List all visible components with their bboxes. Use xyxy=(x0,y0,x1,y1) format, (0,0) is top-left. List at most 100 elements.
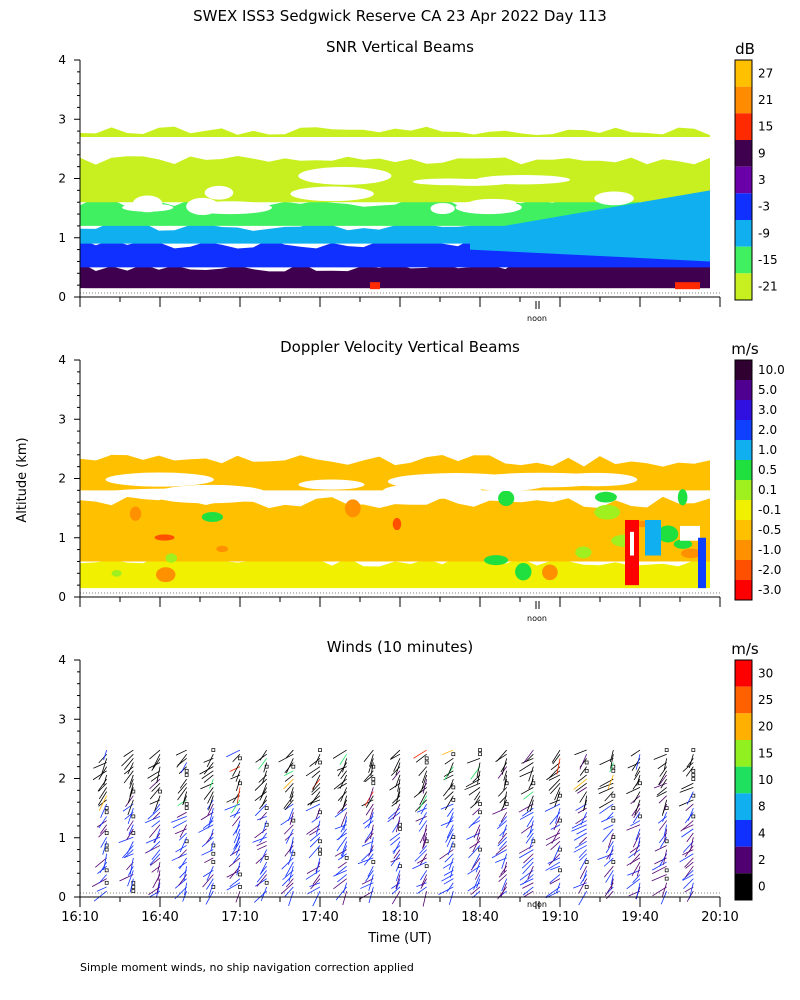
colorbar-swatch xyxy=(735,60,752,87)
wind-barb xyxy=(418,820,427,832)
y-tick-label: 2 xyxy=(58,172,66,186)
wind-barb xyxy=(333,878,347,890)
wind-profile xyxy=(464,748,482,899)
wind-barb xyxy=(654,845,667,852)
wind-barb xyxy=(199,766,214,775)
wind-barb xyxy=(337,791,347,801)
calm-marker xyxy=(371,777,376,781)
wind-barb xyxy=(337,874,347,883)
wind-barb xyxy=(336,836,347,852)
wind-barb xyxy=(203,762,214,775)
wind-barb xyxy=(477,770,481,784)
x-axis-label: Time (UT) xyxy=(367,931,432,946)
panel-title: Doppler Velocity Vertical Beams xyxy=(280,338,520,356)
wind-barb xyxy=(179,778,187,789)
wind-barb xyxy=(578,849,587,858)
wind-barb xyxy=(444,853,454,863)
doppler-cell xyxy=(575,546,592,559)
wind-barb xyxy=(206,878,214,890)
y-tick-label: 0 xyxy=(58,890,66,904)
colorbar-label: 8 xyxy=(758,800,766,814)
wind-barb xyxy=(598,787,614,794)
colorbar-swatch xyxy=(735,660,752,687)
wind-barb xyxy=(339,753,348,765)
wind-barb xyxy=(262,820,268,834)
wind-barb xyxy=(174,828,187,835)
wind-barb xyxy=(444,791,454,800)
wind-barb xyxy=(100,836,108,848)
wind-barb xyxy=(179,824,188,838)
wind-barb xyxy=(679,787,694,793)
wind-barb xyxy=(236,787,241,804)
wind-barb xyxy=(315,820,321,835)
colorbar-label: 21 xyxy=(758,93,773,107)
wind-barb xyxy=(261,795,268,807)
wind-barb xyxy=(556,758,561,775)
wind-barb xyxy=(660,836,668,848)
wind-barb xyxy=(127,870,134,887)
colorbar-label: 25 xyxy=(758,693,773,707)
wind-barb xyxy=(527,866,534,879)
wind-barb xyxy=(413,749,427,759)
wind-barb xyxy=(129,778,134,789)
wind-barb xyxy=(369,754,374,767)
snr-gap xyxy=(189,201,272,215)
wind-barb xyxy=(254,803,267,817)
wind-barb xyxy=(157,861,161,873)
colorbar-swatch xyxy=(735,793,752,820)
wind-barb xyxy=(285,878,294,888)
wind-barb xyxy=(289,837,294,854)
wind-barb xyxy=(287,807,294,821)
calm-marker xyxy=(131,831,136,835)
wind-barb xyxy=(603,865,614,878)
calm-marker xyxy=(478,847,482,852)
wind-profile xyxy=(678,748,696,902)
doppler-cell xyxy=(515,563,532,581)
wind-barb xyxy=(175,845,187,853)
y-axis-label: Altitude (km) xyxy=(15,437,30,522)
wind-barb xyxy=(154,795,161,812)
doppler-gap xyxy=(105,472,214,487)
wind-profile xyxy=(626,749,642,900)
wind-barb xyxy=(574,749,587,756)
wind-barb xyxy=(152,803,161,814)
wind-barb xyxy=(682,874,694,881)
wind-barb xyxy=(633,770,641,781)
wind-barb xyxy=(418,795,428,810)
wind-barb xyxy=(690,837,694,851)
wind-barb xyxy=(149,824,161,838)
wind-barb xyxy=(653,782,667,789)
wind-barb xyxy=(522,886,534,896)
colorbar-swatch xyxy=(735,193,752,220)
wind-barb xyxy=(548,853,561,866)
wind-barb xyxy=(207,803,214,816)
doppler-cell xyxy=(498,490,515,507)
colorbar-swatch xyxy=(735,740,752,767)
doppler-cell xyxy=(155,567,176,583)
colorbar-label: -0.5 xyxy=(758,523,781,537)
wind-barb xyxy=(285,861,294,877)
wind-barb xyxy=(628,849,641,859)
calm-marker xyxy=(131,885,136,889)
colorbar-label: 15 xyxy=(758,120,773,134)
wind-barb xyxy=(523,791,534,800)
wind-barb xyxy=(423,837,428,848)
wind-barb xyxy=(179,857,188,870)
x-tick-label: 18:40 xyxy=(461,910,498,925)
wind-barb xyxy=(472,807,481,816)
wind-profile xyxy=(651,748,669,905)
calm-marker xyxy=(558,868,562,873)
wind-barb xyxy=(519,762,534,772)
wind-barb xyxy=(340,841,348,857)
wind-barb xyxy=(498,787,507,797)
snr-layer-6 xyxy=(80,126,710,138)
wind-barb xyxy=(311,816,321,823)
wind-barb xyxy=(578,836,587,845)
colorbar-label: 27 xyxy=(758,66,773,80)
wind-barb xyxy=(368,886,374,904)
wind-barb xyxy=(658,795,667,804)
wind-barb xyxy=(284,782,294,793)
wind-barb xyxy=(603,857,614,867)
wind-barb xyxy=(609,749,614,763)
wind-barb xyxy=(127,799,134,816)
